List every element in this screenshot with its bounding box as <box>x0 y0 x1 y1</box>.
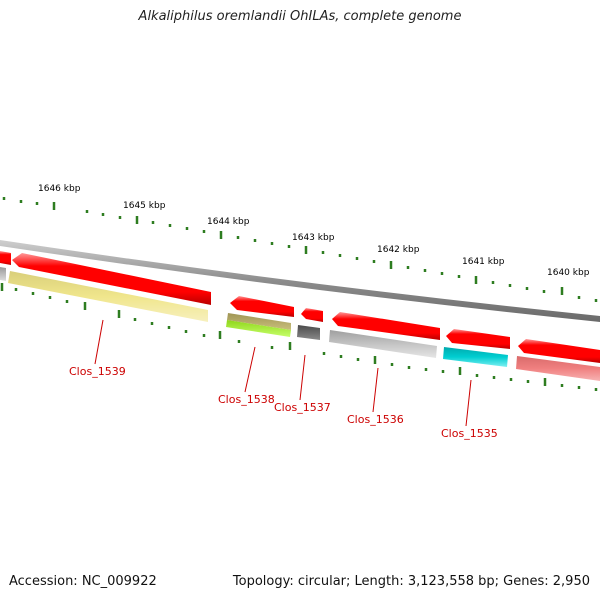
leader-clos-1536 <box>372 367 379 413</box>
category-bar-clos-1536[interactable] <box>329 330 437 358</box>
gene-label-clos-1538[interactable]: Clos_1538 <box>218 393 275 406</box>
gene-arrow-right-edge[interactable] <box>518 339 600 363</box>
ruler-label: 1640 kbp <box>547 268 590 278</box>
category-features <box>0 267 600 381</box>
category-bar-clos-1539[interactable] <box>8 271 208 322</box>
inner-ruler <box>0 283 598 391</box>
category-bar-left-edge[interactable] <box>0 267 6 281</box>
leader-clos-1539 <box>94 319 104 365</box>
map-title: Alkaliphilus oremlandii OhILAs, complete… <box>138 9 462 24</box>
ruler-label: 1644 kbp <box>207 217 250 227</box>
leader-clos-1535 <box>465 379 472 427</box>
ruler-labels: 1646 kbp 1645 kbp 1644 kbp 1643 kbp 1642… <box>38 184 590 278</box>
accession-text: Accession: NC_009922 <box>9 574 157 589</box>
outer-minor-ticks <box>2 197 598 302</box>
ruler-label: 1642 kbp <box>377 245 420 255</box>
ruler-label: 1643 kbp <box>292 233 335 243</box>
ruler-label: 1641 kbp <box>462 257 505 267</box>
ruler-label: 1646 kbp <box>38 184 81 194</box>
leader-clos-1537 <box>299 354 306 401</box>
outer-ruler <box>2 197 598 302</box>
forward-strand-features <box>0 251 600 363</box>
gene-arrow-clos-1538[interactable] <box>230 296 294 317</box>
gene-arrow-clos-1539[interactable] <box>12 253 211 305</box>
leader-clos-1538 <box>244 346 256 393</box>
category-bar-clos-1538-a[interactable] <box>227 313 291 330</box>
gene-labels: Clos_1539 Clos_1538 Clos_1537 Clos_1536 … <box>69 365 498 440</box>
gene-label-clos-1535[interactable]: Clos_1535 <box>441 427 498 440</box>
label-leaders <box>94 319 472 427</box>
inner-major-ticks <box>0 283 547 386</box>
topology-text: Topology: circular; Length: 3,123,558 bp… <box>232 574 590 589</box>
ruler-label: 1645 kbp <box>123 201 166 211</box>
category-bar-right-edge[interactable] <box>516 356 600 381</box>
outer-major-ticks <box>52 202 564 295</box>
gene-label-clos-1536[interactable]: Clos_1536 <box>347 413 404 426</box>
gene-arrow-left-edge[interactable] <box>0 251 11 265</box>
inner-minor-ticks <box>14 288 598 391</box>
gene-label-clos-1537[interactable]: Clos_1537 <box>274 401 331 414</box>
gene-arrow-clos-1536[interactable] <box>332 312 440 340</box>
genome-backbone <box>0 240 600 322</box>
gene-arrow-clos-1535[interactable] <box>446 329 510 349</box>
category-bar-clos-1538-b[interactable] <box>226 320 291 337</box>
category-bar-clos-1535[interactable] <box>443 347 508 367</box>
gene-label-clos-1539[interactable]: Clos_1539 <box>69 365 126 378</box>
gene-arrow-clos-1537[interactable] <box>301 308 323 322</box>
category-bar-clos-1537[interactable] <box>297 325 320 340</box>
